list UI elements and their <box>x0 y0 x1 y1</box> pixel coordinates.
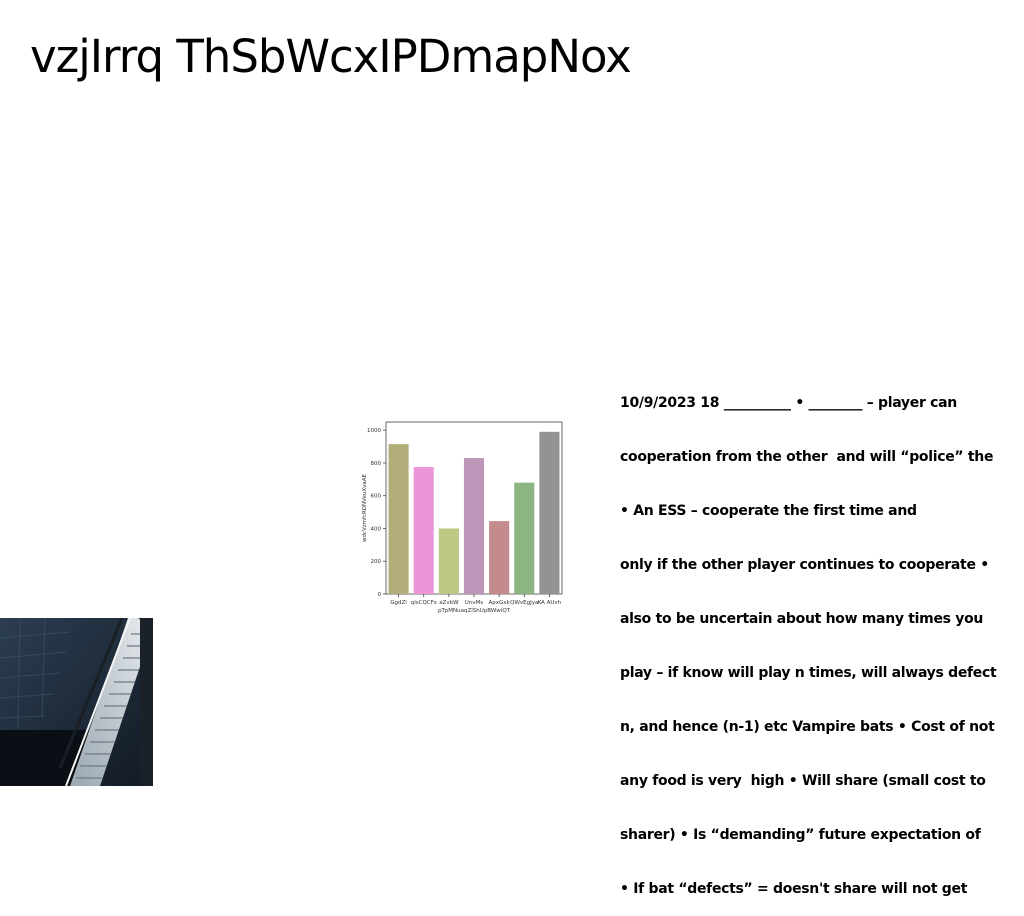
x-tick-label: QWvEgJya <box>510 600 538 606</box>
y-tick-label: 400 <box>371 526 382 532</box>
y-tick-label: 600 <box>371 494 382 500</box>
bar-chart: 0 200 400 600 800 1000 GgdZl qlsCQCFs aZvbW UnvMs… <box>362 421 563 614</box>
bar-ka-auvh <box>539 431 560 594</box>
y-axis-label: wdcVzmfcRDNVeuXvaAE <box>362 473 368 542</box>
body-line: • If bat “defects” = doesn't share will … <box>620 881 968 897</box>
x-tick-label: GgdZl <box>390 600 407 606</box>
x-tick-label: aZvbW <box>439 600 459 606</box>
x-tick-label: ApxGxk <box>489 600 511 606</box>
x-tick-label: UnvMs <box>465 600 484 606</box>
stairway-photo <box>0 618 153 786</box>
body-line: sharer) • Is “demanding” future expectat… <box>620 827 981 843</box>
body-line: also to be uncertain about how many time… <box>620 611 984 627</box>
bar-unvms <box>463 458 485 594</box>
bar-ggdzl <box>388 444 409 594</box>
x-tick-label: qlsCQCFs <box>411 600 437 606</box>
slide-body-text: 10/9/2023 18 __________ • ________ – pla… <box>620 358 1024 916</box>
body-line: play – if know will play n times, will a… <box>620 665 997 681</box>
stairway-image <box>0 618 153 786</box>
bar-azvbw <box>438 528 459 594</box>
x-axis-label: pTpMNuaqZlShUpBWwiQT <box>438 608 511 614</box>
body-line: n, and hence (n-1) etc Vampire bats • Co… <box>620 719 995 735</box>
body-line: cooperation from the other and will “pol… <box>620 449 994 465</box>
body-line: 10/9/2023 18 __________ • ________ – pla… <box>620 395 957 411</box>
bar-qwvegjya <box>514 482 535 594</box>
body-line: only if the other player continues to co… <box>620 557 989 573</box>
y-tick-label: 200 <box>371 559 382 565</box>
y-tick-label: 1000 <box>367 428 381 434</box>
body-line: any food is very high • Will share (smal… <box>620 773 986 789</box>
bar-qlscqcfs <box>413 467 434 594</box>
y-tick-label: 800 <box>371 461 382 467</box>
bar-apxgxk <box>489 521 510 594</box>
slide-title: vzjIrrq ThSbWcxIPDmapNox <box>30 30 632 83</box>
x-tick-label: KA AUvh <box>538 600 562 606</box>
body-line: • An ESS – cooperate the first time and <box>620 503 917 519</box>
y-tick-label: 0 <box>378 592 382 598</box>
